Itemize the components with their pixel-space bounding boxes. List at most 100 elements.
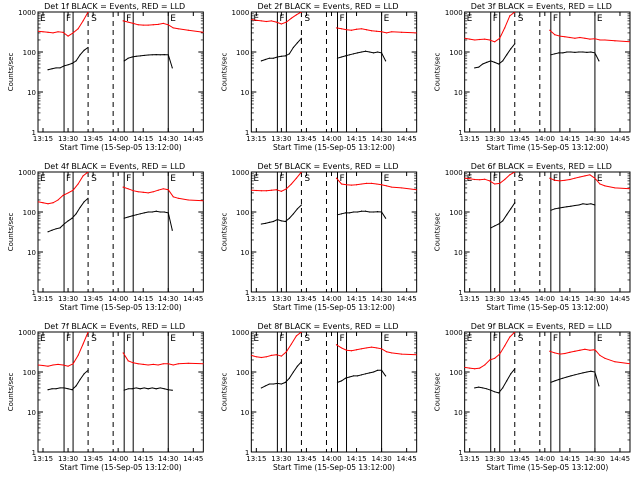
lld-point <box>162 363 164 365</box>
lld-point <box>167 363 169 365</box>
lld-point <box>604 357 606 359</box>
events-point <box>384 375 387 377</box>
events-point <box>147 211 149 213</box>
events-point <box>75 60 77 62</box>
plot-frame <box>250 11 418 133</box>
x-tick-label: 13:30 <box>485 455 505 463</box>
events-point <box>510 208 512 210</box>
x-tick-label: 13:30 <box>485 135 505 143</box>
events-point <box>288 217 291 219</box>
events-point <box>554 53 556 55</box>
events-point <box>171 67 173 69</box>
lld-point <box>464 177 466 179</box>
lld-point <box>554 179 556 181</box>
events-point <box>582 372 584 374</box>
lld-point <box>275 189 277 191</box>
events-point <box>570 205 572 207</box>
events-point <box>67 220 69 222</box>
events-point <box>494 61 496 63</box>
lld-point <box>285 351 287 353</box>
lld-point <box>260 356 262 359</box>
y-tick-label: 100 <box>449 209 462 217</box>
events-point <box>570 51 572 53</box>
events-point <box>360 210 363 212</box>
lld-point <box>375 347 378 349</box>
events-point <box>514 202 516 204</box>
lld-point <box>82 20 84 22</box>
lld-point <box>265 190 267 192</box>
events-point <box>280 55 282 57</box>
x-tick-label: 13:45 <box>83 455 103 463</box>
lld-point <box>290 17 293 19</box>
region-label: F <box>279 334 284 344</box>
region-label: E <box>170 14 176 24</box>
lld-point <box>386 185 388 187</box>
lld-point <box>370 346 373 348</box>
lld-point <box>177 28 179 30</box>
region-label: E <box>467 14 473 24</box>
events-point <box>478 66 480 68</box>
lld-point <box>549 29 551 31</box>
events-point <box>79 378 81 381</box>
lld-point <box>614 361 616 363</box>
lld-point <box>122 186 124 188</box>
y-tick-label: 1 <box>458 289 462 297</box>
lld-point <box>416 189 417 191</box>
y-tick-label: 100 <box>236 49 249 57</box>
y-axis-label: Counts/sec <box>7 373 15 412</box>
events-point <box>562 206 564 209</box>
lld-point <box>152 363 154 365</box>
lld-point <box>177 197 179 199</box>
lld-point <box>499 353 501 355</box>
x-tick-label: 14:15 <box>346 295 366 303</box>
x-tick-label: 14:00 <box>535 295 555 303</box>
y-tick-label: 1000 <box>232 329 250 337</box>
region-label: E <box>384 334 390 344</box>
events-point <box>59 67 61 69</box>
lld-point <box>52 364 54 366</box>
lld-point <box>72 32 74 34</box>
lld-point <box>77 28 79 30</box>
lld-point <box>484 38 486 40</box>
events-point <box>143 54 145 57</box>
lld-point <box>187 362 189 364</box>
lld-point <box>629 363 630 365</box>
events-point <box>474 387 476 389</box>
region-label: F <box>340 174 345 184</box>
x-tick-label: 13:15 <box>460 455 480 463</box>
events-point <box>558 378 560 381</box>
x-tick-label: 14:00 <box>535 135 555 143</box>
x-axis-label: Start Time (15-Sep-05 13:12:00) <box>486 463 608 472</box>
events-point <box>586 51 588 53</box>
events-point <box>490 389 492 391</box>
events-point <box>264 222 266 224</box>
events-point <box>268 57 270 59</box>
x-tick-label: 13:30 <box>271 295 291 303</box>
x-tick-label: 13:30 <box>271 135 291 143</box>
lld-point <box>569 178 571 181</box>
x-tick-label: 13:15 <box>33 135 53 143</box>
lld-point <box>489 180 491 182</box>
region-label: E <box>597 334 603 344</box>
region-label: F <box>279 14 284 24</box>
lld-point <box>260 190 262 192</box>
panel-title: Det 7f BLACK = Events, RED = LLD <box>44 322 185 331</box>
region-label: E <box>253 174 259 184</box>
y-tick-label: 100 <box>236 209 249 217</box>
events-point <box>506 54 508 56</box>
events-point <box>260 223 262 225</box>
region-label: E <box>40 14 46 24</box>
x-tick-label: 14:45 <box>183 455 203 463</box>
region-label: E <box>40 334 46 344</box>
lld-point <box>584 175 586 177</box>
lld-point <box>77 354 79 357</box>
events-point <box>554 208 556 210</box>
y-tick-label: 10 <box>240 409 249 417</box>
y-axis-label: Counts/sec <box>434 373 442 412</box>
events-point <box>135 387 137 389</box>
events-point <box>578 51 580 53</box>
events-series-line <box>261 204 387 225</box>
lld-point <box>172 196 174 198</box>
x-axis-label: Start Time (15-Sep-05 13:12:00) <box>60 143 182 152</box>
